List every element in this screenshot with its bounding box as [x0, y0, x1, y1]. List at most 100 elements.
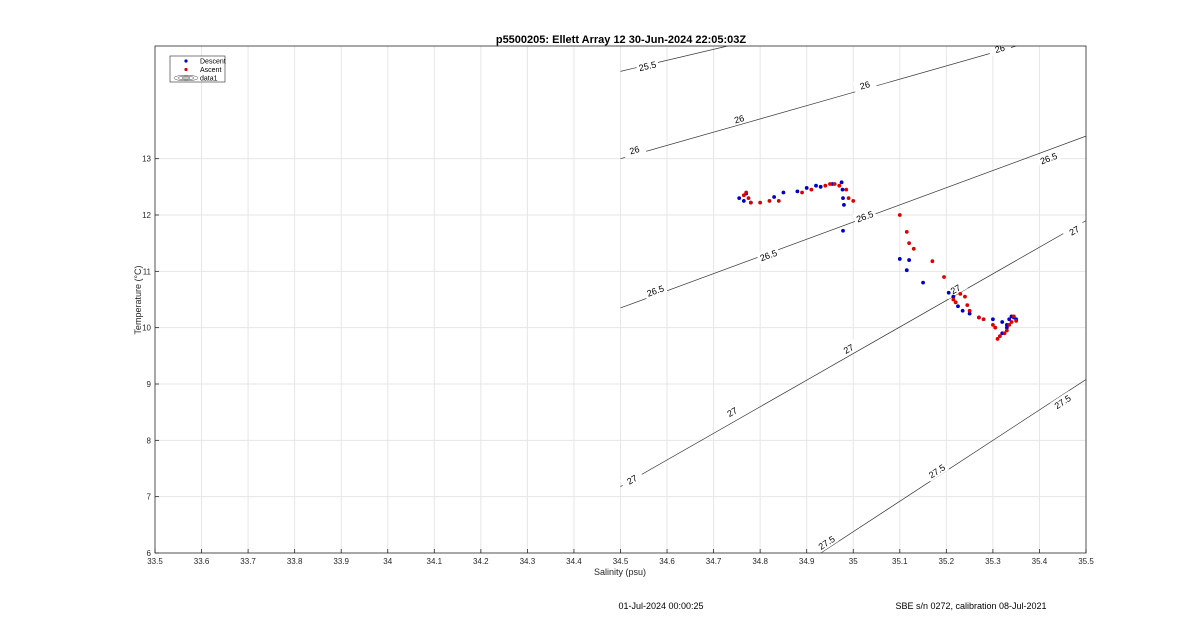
data-point-descent [741, 199, 746, 203]
data-point-ascent [930, 259, 935, 264]
x-tick-label: 35.2 [939, 557, 955, 566]
contour-label-bg [1050, 390, 1075, 413]
data-point-ascent [958, 291, 963, 296]
x-tick-label: 33.7 [240, 557, 256, 566]
legend-data1-marker [173, 74, 199, 82]
data-point-descent [840, 187, 845, 192]
y-tick-label: 12 [142, 211, 151, 220]
contour-label-bg [987, 46, 1012, 57]
data-point-ascent [897, 213, 902, 217]
y-tick-label: 13 [142, 155, 151, 164]
data-point-ascent [991, 322, 995, 327]
x-tick-label: 34.6 [659, 557, 675, 566]
data-point-descent [921, 280, 925, 285]
data-point-descent [960, 308, 965, 313]
data-point-ascent [993, 325, 998, 330]
contour-line [820, 379, 1086, 553]
data-point-ascent [963, 294, 967, 299]
x-axis-title: Salinity (psu) [594, 567, 646, 577]
data-point-descent [897, 257, 902, 261]
contour-label: 26.5 [1039, 151, 1059, 166]
data-point-ascent [837, 183, 842, 188]
contour-label-bg [619, 469, 645, 490]
data-point-ascent [851, 199, 856, 203]
data-point-ascent [907, 241, 912, 246]
x-tick-label: 34.4 [566, 557, 582, 566]
data-points [737, 180, 1019, 341]
data-point-ascent [1014, 319, 1019, 323]
contour-label: 26 [733, 113, 745, 125]
data-point-descent [772, 195, 777, 199]
contour-label: 26 [859, 79, 871, 91]
data-point-ascent [758, 200, 763, 205]
legend-descent-label: Descent [200, 59, 226, 66]
data-point-ascent [1011, 314, 1016, 319]
contour-label-bg [643, 281, 668, 300]
data-point-ascent [846, 196, 851, 201]
legend-data1-label: data1 [200, 76, 218, 83]
x-tick-label: 33.5 [147, 557, 163, 566]
x-tick-label: 34 [383, 557, 392, 566]
data-point-descent [904, 268, 909, 273]
contour-label: 27 [625, 473, 639, 487]
data-point-ascent [748, 200, 753, 205]
data-point-ascent [1002, 331, 1007, 336]
contour-label-bg [719, 401, 745, 422]
data-point-ascent [942, 275, 946, 279]
x-tick-label: 35.5 [1078, 557, 1094, 566]
data-point-ascent [828, 182, 832, 186]
x-tick-label: 34.7 [706, 557, 722, 566]
x-tick-label: 33.9 [333, 557, 349, 566]
data-point-descent [795, 189, 800, 194]
contour-label-bg [726, 110, 752, 128]
data-point-descent [839, 180, 844, 185]
contour-label: 26.5 [759, 248, 779, 263]
contour-label-bg [1036, 149, 1061, 168]
contour-label: 26.5 [645, 283, 665, 298]
data-point-ascent [1004, 328, 1009, 333]
contour-label-bg [1061, 220, 1086, 241]
data-point-ascent [744, 190, 749, 195]
contour-label: 27 [725, 405, 739, 419]
x-tick-label: 35.3 [985, 557, 1001, 566]
contour-label-bg [814, 531, 839, 553]
data-point-ascent [904, 230, 909, 234]
data-point-ascent [809, 187, 814, 192]
legend-box [169, 55, 226, 83]
contour-label-bg [622, 141, 647, 159]
contour-line [620, 46, 1017, 160]
data-point-ascent [844, 187, 849, 192]
x-tick-label: 34.2 [473, 557, 489, 566]
contour-label-bg [635, 57, 660, 74]
x-tick-label: 34.9 [799, 557, 815, 566]
y-axis-title: Temperature (°C) [133, 265, 143, 334]
data-point-ascent [1007, 322, 1012, 327]
y-tick-label: 11 [143, 267, 152, 276]
data-point-descent [907, 258, 912, 262]
contour-label: 27 [842, 342, 856, 356]
data-point-ascent [977, 315, 981, 320]
data-point-ascent [746, 196, 751, 201]
chart-title: p5500205: Ellett Array 12 30-Jun-2024 22… [496, 34, 747, 46]
y-tick-label: 10 [142, 324, 151, 333]
data-point-descent [841, 228, 845, 233]
data-point-ascent [741, 193, 746, 198]
contour-label: 27 [1068, 224, 1082, 238]
data-point-descent [1000, 320, 1005, 324]
footer-calibration: SBE s/n 0272, calibration 08-Jul-2021 [895, 601, 1046, 611]
x-tick-label: 34.8 [752, 557, 768, 566]
data-point-ascent [776, 199, 781, 203]
data-point-descent [967, 311, 972, 316]
data-point-descent [818, 184, 823, 189]
data-point-ascent [800, 190, 804, 195]
data-point-ascent [767, 199, 772, 203]
data-point-ascent [995, 337, 1000, 341]
contour-label: 26 [628, 144, 640, 156]
data-point-descent [951, 294, 956, 299]
data-point-descent [814, 183, 818, 188]
data-point-descent [1007, 317, 1012, 322]
data-point-descent [946, 290, 951, 295]
grid [155, 46, 1086, 553]
footer-timestamp: 01-Jul-2024 00:00:25 [618, 601, 703, 611]
